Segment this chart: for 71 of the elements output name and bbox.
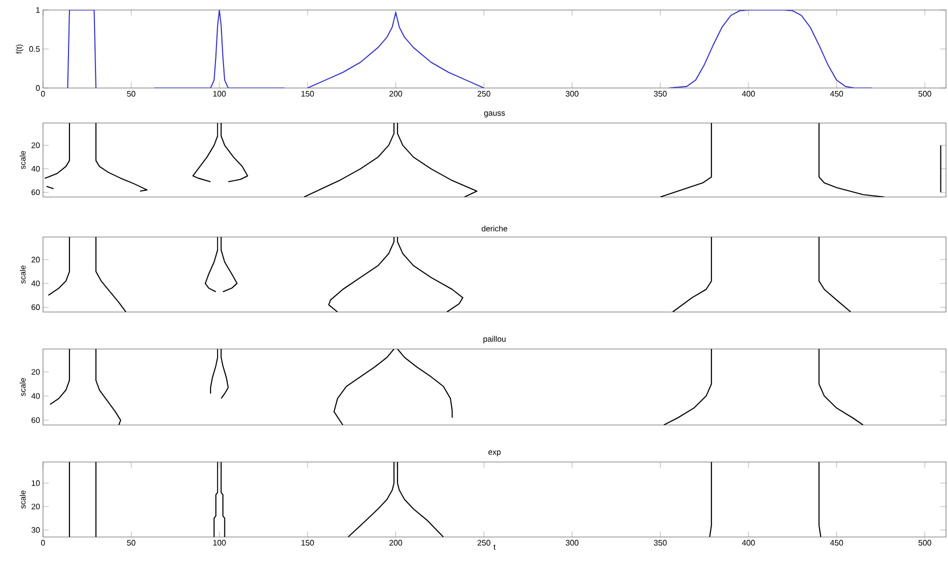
- x-tick-label: 300: [566, 90, 578, 97]
- x-tick-label: 0: [41, 90, 45, 97]
- x-tick-label: 300: [566, 540, 578, 546]
- y-axis-title: scale: [20, 378, 26, 396]
- y-tick-label: 20: [32, 142, 40, 148]
- chart-title: deriche: [482, 226, 508, 232]
- x-tick-label: 50: [127, 90, 136, 97]
- line-series: [818, 122, 885, 197]
- x-tick-label: 350: [654, 90, 667, 97]
- y-tick-label: 1: [36, 7, 40, 13]
- x-tick-label: 500: [918, 90, 932, 97]
- line-series: [396, 462, 444, 537]
- x-tick-label: 200: [389, 540, 402, 546]
- x-tick-label: 250: [478, 90, 490, 97]
- x-tick-label: 450: [830, 90, 844, 97]
- line-series: [220, 462, 226, 537]
- x-tick-label: 100: [213, 90, 226, 97]
- chart-title: paillou: [483, 336, 506, 344]
- line-series: [214, 462, 218, 537]
- x-tick-label: 450: [830, 540, 844, 546]
- line-series: [204, 236, 218, 292]
- line-series: [672, 236, 712, 312]
- line-series: [220, 122, 248, 182]
- y-axis-title: scale: [20, 151, 26, 170]
- line-series: [303, 122, 395, 197]
- line-series: [48, 236, 70, 296]
- line-series: [50, 348, 70, 406]
- line-series: [328, 236, 395, 312]
- chart-title: gauss: [484, 111, 505, 118]
- x-tick-label: 150: [301, 90, 314, 97]
- y-axis-title: f(t): [16, 44, 24, 54]
- x-axis-title: t: [494, 544, 496, 550]
- x-tick-label: 100: [213, 540, 226, 546]
- y-tick-label: 40: [31, 393, 40, 399]
- y-axis-title: scale: [20, 490, 26, 509]
- x-tick-label: 150: [301, 540, 314, 546]
- x-tick-label: 50: [127, 540, 136, 546]
- line-series: [663, 348, 712, 425]
- x-tick-label: 250: [478, 540, 490, 546]
- x-tick-label: 200: [389, 90, 402, 97]
- line-series: [220, 348, 229, 399]
- y-tick-label: 40: [31, 280, 40, 286]
- x-tick-label: 0: [41, 540, 45, 546]
- chart-title: exp: [488, 450, 501, 456]
- y-tick-label: 40: [31, 166, 40, 172]
- y-tick-label: 20: [32, 504, 40, 510]
- y-axis-title: scale: [20, 266, 26, 284]
- y-tick-label: 20: [32, 256, 40, 262]
- y-tick-label: 60: [32, 304, 40, 310]
- line-series: [210, 348, 218, 394]
- y-tick-label: 60: [32, 417, 40, 423]
- line-series: [818, 348, 864, 425]
- y-tick-label: 10: [32, 480, 40, 486]
- x-tick-label: 350: [654, 540, 667, 546]
- line-series: [220, 236, 238, 292]
- line-series: [396, 122, 478, 197]
- line-series: [95, 122, 148, 192]
- x-tick-label: 400: [742, 90, 755, 97]
- y-tick-label: 0: [36, 85, 40, 91]
- line-series: [95, 348, 122, 425]
- line-series: [348, 462, 395, 537]
- y-tick-label: 30: [31, 527, 40, 533]
- x-tick-label: 500: [918, 540, 932, 546]
- line-series: [818, 236, 852, 312]
- line-series: [192, 122, 218, 182]
- line-series: [396, 348, 453, 418]
- y-tick-label: 60: [32, 189, 40, 196]
- line-series: [396, 236, 464, 312]
- y-tick-label: 20: [32, 369, 40, 375]
- y-tick-label: 0.5: [29, 46, 40, 52]
- x-tick-label: 400: [742, 540, 755, 546]
